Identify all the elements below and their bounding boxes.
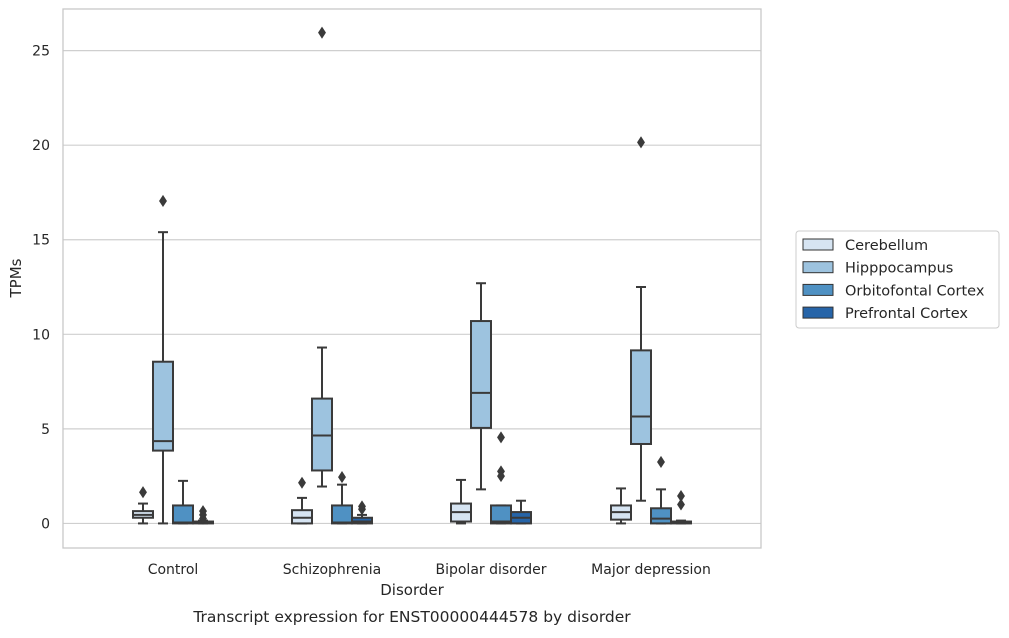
legend-swatch [802, 283, 834, 296]
box-iqr [331, 504, 353, 525]
x-tick-label: Schizophrenia [283, 562, 381, 578]
plot-frame [62, 8, 762, 549]
x-tick-label: Bipolar disorder [435, 562, 546, 578]
y-tick-label: 20 [32, 138, 50, 154]
box-group [331, 471, 353, 525]
outlier-point [318, 26, 326, 39]
legend-swatch [802, 261, 834, 274]
legend: Cerebellum Hipppocampus Orbitofontal Corte… [795, 230, 1000, 329]
y-tick-label: 25 [32, 44, 50, 60]
box-group [152, 194, 174, 525]
box-group [650, 455, 672, 525]
legend-label: Prefrontal Cortex [845, 306, 968, 322]
box-group [172, 479, 194, 525]
legend-swatch [802, 306, 834, 319]
box-group [610, 487, 632, 525]
box-layer [132, 26, 692, 525]
y-tick-labels: 0 5 10 15 20 25 [32, 44, 50, 533]
box-group [351, 500, 373, 525]
legend-frame [795, 230, 1000, 329]
y-tick-label: 5 [41, 422, 50, 438]
legend-label: Cerebellum [845, 238, 928, 254]
y-tick-label: 10 [32, 327, 50, 343]
outlier-point [657, 455, 665, 468]
box-group [192, 505, 214, 525]
y-tick-label: 15 [32, 233, 50, 249]
box-group [132, 486, 154, 525]
legend-swatch [802, 238, 834, 251]
box-group [450, 478, 472, 525]
box-group [311, 26, 333, 488]
box-iqr [650, 507, 672, 525]
box-group [670, 489, 692, 525]
outlier-point [338, 471, 346, 484]
box-group [470, 282, 492, 491]
box-group [291, 476, 313, 525]
outlier-point [358, 503, 366, 516]
box-group [630, 136, 652, 502]
grid-layer [63, 50, 761, 525]
outlier-point [637, 136, 645, 149]
legend-items: Cerebellum Hipppocampus Orbitofontal Corte… [802, 238, 985, 322]
outlier-point [139, 486, 147, 499]
y-tick-label: 0 [41, 516, 50, 532]
box-iqr [152, 360, 174, 452]
outlier-point [199, 512, 207, 525]
box-iqr [630, 349, 652, 445]
outlier-point [298, 476, 306, 489]
outlier-point [677, 498, 685, 511]
box-iqr [470, 320, 492, 429]
outlier-point [497, 431, 505, 444]
x-tick-labels: Control Schizophrenia Bipolar disorder Majo… [148, 562, 711, 578]
x-tick-label: Control [148, 562, 199, 578]
x-tick-label: Major depression [591, 562, 711, 578]
box-group [490, 431, 512, 525]
legend-label: Orbitofontal Cortex [845, 283, 985, 299]
y-axis-label: TPMs [7, 258, 25, 298]
box-group [510, 499, 532, 525]
legend-label: Hipppocampus [845, 261, 953, 277]
outlier-point [159, 194, 167, 208]
chart-caption: Transcript expression for ENST0000044457… [192, 608, 631, 626]
x-axis-label: Disorder [380, 581, 444, 599]
outlier-point [497, 470, 505, 483]
box-iqr [172, 504, 194, 525]
